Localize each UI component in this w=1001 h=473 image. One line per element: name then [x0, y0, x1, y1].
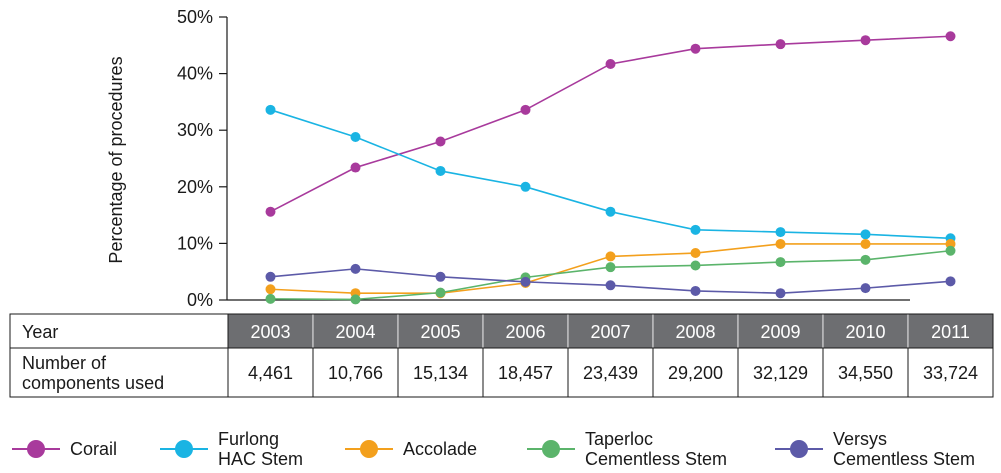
data-point [775, 257, 786, 268]
data-point [605, 262, 616, 273]
year-header-label: 2003 [250, 322, 290, 342]
data-point [775, 288, 786, 299]
legend-swatch-marker [360, 440, 378, 458]
data-point [435, 271, 446, 282]
y-tick-label: 50% [177, 7, 213, 27]
data-point [860, 254, 871, 265]
year-header-label: 2009 [760, 322, 800, 342]
data-point [775, 227, 786, 238]
data-point [350, 263, 361, 274]
data-point [860, 283, 871, 294]
data-point [945, 31, 956, 42]
data-point [265, 104, 276, 115]
year-header-label: 2010 [845, 322, 885, 342]
data-point [860, 229, 871, 240]
y-tick-label: 0% [187, 290, 213, 310]
data-point [775, 238, 786, 249]
data-point [860, 35, 871, 46]
data-point [690, 260, 701, 271]
data-point [775, 39, 786, 50]
year-header-cell [737, 313, 824, 349]
year-header-label: 2006 [505, 322, 545, 342]
year-header-label: 2007 [590, 322, 630, 342]
legend-label: Corail [70, 439, 117, 459]
data-point [350, 131, 361, 142]
component-count: 34,550 [838, 363, 893, 383]
legend-swatch-marker [542, 440, 560, 458]
year-header-label: 2008 [675, 322, 715, 342]
legend: Corail Furlong HAC Stem Accolade Taperloc Cem… [12, 429, 975, 469]
year-header-label: 2005 [420, 322, 460, 342]
component-count: 4,461 [248, 363, 293, 383]
data-point [605, 280, 616, 291]
year-header-label: 2004 [335, 322, 375, 342]
data-point [350, 162, 361, 173]
data-point [350, 294, 361, 305]
year-header-cell [397, 313, 484, 349]
plot-area [265, 31, 956, 305]
data-point [690, 248, 701, 259]
legend-swatch-marker [175, 440, 193, 458]
data-point [520, 276, 531, 287]
component-count: 18,457 [498, 363, 553, 383]
y-tick-label: 20% [177, 177, 213, 197]
legend-label: Furlong HAC Stem [218, 429, 303, 469]
data-point [265, 293, 276, 304]
data-point [265, 271, 276, 282]
series-line [270, 109, 951, 240]
legend-label: Versys Cementless Stem [833, 429, 975, 469]
data-point [690, 285, 701, 296]
legend-swatch-marker [790, 440, 808, 458]
data-point [605, 58, 616, 69]
component-count: 15,134 [413, 363, 468, 383]
data-point [945, 276, 956, 287]
component-count: 29,200 [668, 363, 723, 383]
data-point [605, 251, 616, 262]
year-header-label: 2011 [931, 322, 970, 342]
table-border [9, 313, 994, 398]
year-header-cell [567, 313, 654, 349]
component-count: 33,724 [923, 363, 978, 383]
component-count: 10,766 [328, 363, 383, 383]
data-point [945, 245, 956, 256]
y-axis: 0% 10% 20% 30% 40% 50% Percentage of procedure… [106, 7, 910, 310]
data-point [520, 181, 531, 192]
row-label-year: Year [22, 322, 58, 342]
data-point [605, 206, 616, 217]
year-header-cell [652, 313, 739, 349]
data-point [435, 136, 446, 147]
data-point [265, 284, 276, 295]
data-table: 2003 2004 2005 2006 2007 2008 2009 2010 2011 Year… [9, 313, 994, 398]
y-tick-label: 30% [177, 120, 213, 140]
y-tick-label: 10% [177, 233, 213, 253]
row-label-components: Number of components used [22, 353, 164, 393]
data-point [435, 287, 446, 298]
data-point [860, 238, 871, 249]
data-point [690, 224, 701, 235]
legend-swatch-marker [27, 440, 45, 458]
component-count: 23,439 [583, 363, 638, 383]
data-point [265, 206, 276, 217]
data-point [435, 165, 446, 176]
y-tick-label: 40% [177, 64, 213, 84]
data-point [690, 43, 701, 54]
legend-label: Accolade [403, 439, 477, 459]
component-count: 32,129 [753, 363, 808, 383]
y-axis-title: Percentage of procedures [106, 56, 126, 263]
legend-label: Taperloc Cementless Stem [585, 429, 727, 469]
data-point [520, 104, 531, 115]
